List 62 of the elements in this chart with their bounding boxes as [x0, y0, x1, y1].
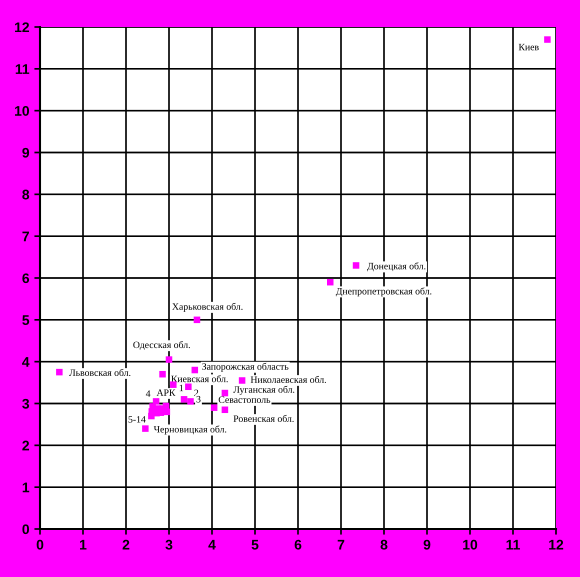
- y-tick-label: 3: [22, 398, 30, 409]
- x-tick-label: 2: [122, 540, 130, 550]
- annotation: Ровенская обл.: [234, 414, 294, 422]
- x-tick-label: 6: [294, 540, 302, 550]
- annotation: Днепропетровская обл.: [336, 287, 432, 296]
- annotation: АРК: [156, 389, 176, 396]
- y-tick-label: 4: [22, 357, 30, 367]
- point: [180, 396, 188, 403]
- x-tick-label: 3: [165, 540, 172, 550]
- x-tick-label: 8: [380, 540, 388, 550]
- point: [352, 262, 360, 269]
- point: [159, 370, 166, 378]
- y-tick-label: 12: [15, 22, 30, 32]
- annotation: 5-14: [128, 416, 146, 423]
- point: [185, 384, 192, 390]
- y-tick-label: 6: [22, 273, 30, 284]
- annotation: Николаевская обл.: [250, 376, 326, 383]
- point: [238, 377, 246, 384]
- x-tick-label: 9: [424, 540, 430, 550]
- point: [210, 404, 218, 411]
- y-tick-label: 10: [15, 106, 30, 116]
- point: [222, 390, 228, 396]
- annotation: Львовская обл.: [69, 368, 130, 376]
- y-tick-label: 0: [22, 524, 30, 534]
- annotation: Киевская обл.: [171, 375, 228, 382]
- annotation: 4: [146, 390, 150, 397]
- x-tick-label: 0: [36, 540, 44, 550]
- point: [187, 398, 194, 405]
- x-tick-label: 10: [463, 540, 478, 550]
- x-tick-label: 4: [208, 540, 216, 550]
- y-tick-label: 9: [22, 148, 30, 158]
- x-tick-label: 7: [338, 540, 344, 550]
- y-tick-label: 7: [22, 232, 29, 242]
- annotation: Одесская обл.: [133, 341, 190, 350]
- annotation: 1: [180, 384, 184, 392]
- y-tick-label: 5: [22, 315, 30, 326]
- point: [192, 366, 198, 374]
- y-tick-label: 1: [22, 482, 30, 492]
- annotation: Киев: [518, 44, 539, 50]
- annotation: Севастополь: [218, 396, 270, 403]
- annotation: Донецкая обл.: [367, 262, 426, 272]
- x-tick-label: 5: [252, 540, 258, 550]
- annotation: 3: [196, 396, 201, 402]
- point: [148, 412, 155, 420]
- point: [222, 406, 228, 414]
- annotation: Черновицкая обл.: [154, 425, 226, 435]
- x-tick-label: 11: [506, 540, 520, 550]
- y-tick-label: 11: [16, 64, 30, 74]
- y-tick-label: 8: [22, 190, 30, 200]
- x-tick-label: 1: [80, 540, 86, 550]
- y-tick-label: 2: [22, 440, 30, 450]
- point: [142, 425, 149, 432]
- annotation: Луганская обл.: [233, 386, 294, 395]
- point: [164, 408, 170, 416]
- point: [166, 356, 172, 363]
- point: [544, 36, 551, 43]
- annotation: Запорожская область: [202, 362, 288, 372]
- annotation: Харьковская обл.: [172, 302, 243, 312]
- point: [194, 316, 200, 324]
- x-tick-label: 12: [549, 540, 564, 550]
- point: [56, 368, 63, 376]
- point: [326, 278, 334, 286]
